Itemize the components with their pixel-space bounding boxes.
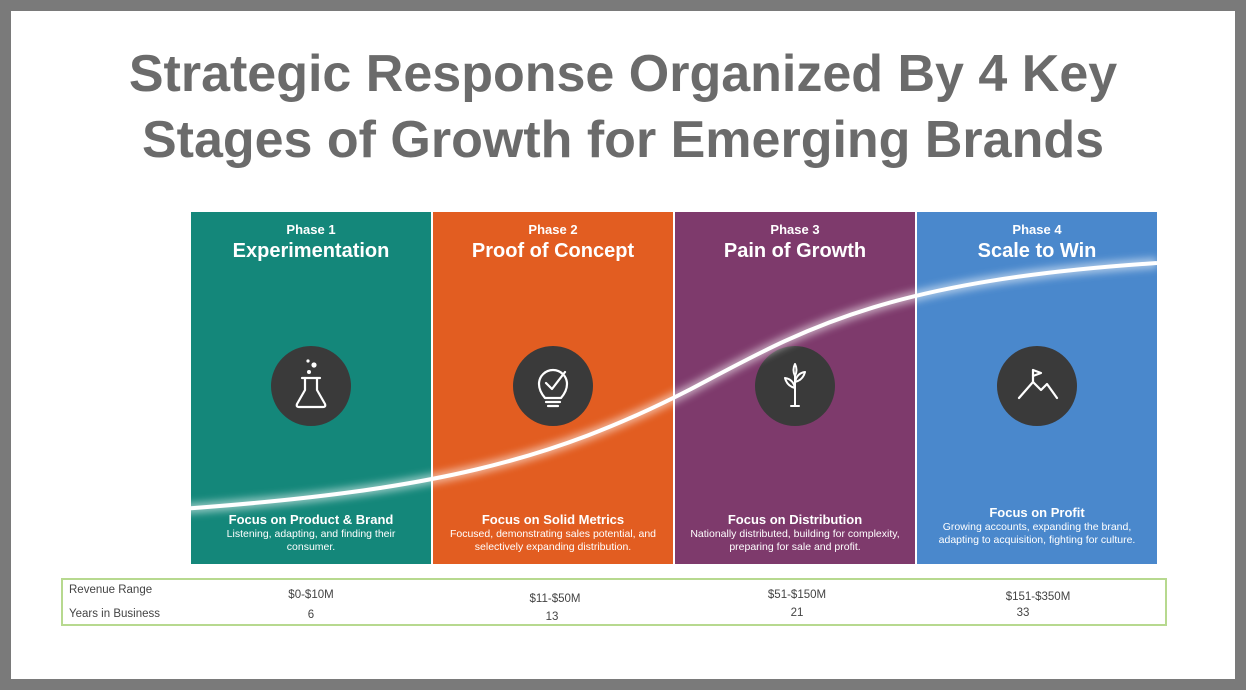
- title-line-1: Strategic Response Organized By 4 Key: [128, 45, 1118, 103]
- phase-description: Focused, demonstrating sales potential, …: [449, 528, 657, 553]
- phase-description: Listening, adapting, and finding their c…: [226, 528, 396, 553]
- lightbulb-check-icon: [513, 346, 593, 426]
- flask-icon: [271, 346, 351, 426]
- title-line-2: Stages of Growth for Emerging Brands: [141, 111, 1105, 169]
- years-value: 33: [1016, 607, 1030, 619]
- revenue-range-label: Revenue Range: [69, 584, 153, 596]
- phase-name: Proof of Concept: [471, 240, 635, 262]
- phase-number: Phase 2: [528, 222, 578, 237]
- mountain-flag-icon: [997, 346, 1077, 426]
- phase-focus: Focus on Profit: [989, 505, 1085, 520]
- phase-name: Experimentation: [232, 240, 390, 262]
- phase-number: Phase 1: [286, 222, 336, 237]
- years-in-business-label: Years in Business: [69, 608, 160, 620]
- revenue-value: $151-$350M: [1005, 591, 1071, 603]
- sprout-icon: [755, 346, 835, 426]
- phase-name: Scale to Win: [977, 240, 1097, 262]
- years-value: 13: [545, 611, 559, 623]
- phase-name: Pain of Growth: [723, 240, 867, 262]
- revenue-value: $51-$150M: [767, 589, 827, 601]
- metrics-table: Revenue Range Years in Business $0-$10M …: [61, 578, 1167, 626]
- years-value: 6: [307, 609, 315, 621]
- phase-focus: Focus on Solid Metrics: [481, 512, 625, 527]
- phase-focus: Focus on Distribution: [727, 512, 863, 527]
- phase-1-panel: Phase 1 Experimentation Focus on Product…: [191, 212, 431, 564]
- phase-number: Phase 3: [770, 222, 820, 237]
- slide-title: Strategic Response Organized By 4 Key St…: [11, 41, 1235, 173]
- phase-description: Nationally distributed, building for com…: [690, 528, 900, 553]
- phase-2-panel: Phase 2 Proof of Concept Focus on Solid …: [433, 212, 673, 564]
- revenue-value: $11-$50M: [529, 593, 581, 605]
- phase-focus: Focus on Product & Brand: [228, 512, 394, 527]
- phase-4-panel: Phase 4 Scale to Win Focus on Profit Gro…: [917, 212, 1157, 564]
- revenue-value: $0-$10M: [288, 589, 334, 601]
- years-value: 21: [790, 607, 804, 619]
- phase-3-panel: Phase 3 Pain of Growth Focus on Distribu…: [675, 212, 915, 564]
- phase-number: Phase 4: [1012, 222, 1062, 237]
- slide-frame: Strategic Response Organized By 4 Key St…: [11, 11, 1235, 679]
- phase-description: Growing accounts, expanding the brand, a…: [938, 521, 1136, 546]
